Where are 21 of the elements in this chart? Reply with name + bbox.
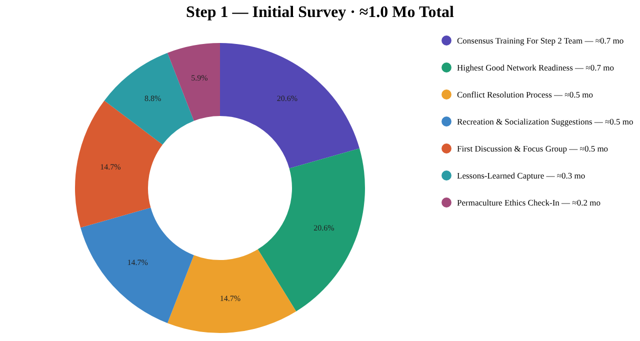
data-label: 20.6% [314, 223, 335, 232]
donut-slice [258, 148, 365, 312]
data-label: 8.8% [144, 94, 162, 104]
data-label: 20.6% [276, 94, 298, 104]
legend-label: Highest Good Network Readiness — ≈0.7 mo [457, 62, 614, 72]
donut-slice [75, 100, 163, 228]
data-label: 14.7% [220, 294, 241, 304]
donut-slice [167, 249, 296, 333]
donut-slice [167, 43, 220, 121]
legend-label: Consensus Training For Step 2 Team — ≈0.7 mo [457, 36, 624, 46]
legend-label: Recreation & Socialization Suggestions — ≈0.5 mo [457, 116, 634, 126]
donut-slice [80, 208, 194, 324]
data-label: 14.7% [100, 162, 122, 172]
legend-label: Lessons-Learned Capture — ≈0.3 mo [457, 170, 586, 180]
donut-slice [220, 43, 360, 168]
legend-label: Conflict Resolution Process — ≈0.5 mo [457, 90, 593, 100]
chart-title: Step 1 — Initial Survey · ≈1.0 Mo Total [186, 4, 455, 21]
legend-label: First Discussion & Focus Group — ≈0.5 mo [457, 144, 608, 154]
legend-label: Permaculture Ethics Check-In — ≈0.2 mo [457, 198, 600, 208]
data-label: 14.7% [127, 258, 148, 268]
data-label: 5.9% [191, 73, 208, 82]
